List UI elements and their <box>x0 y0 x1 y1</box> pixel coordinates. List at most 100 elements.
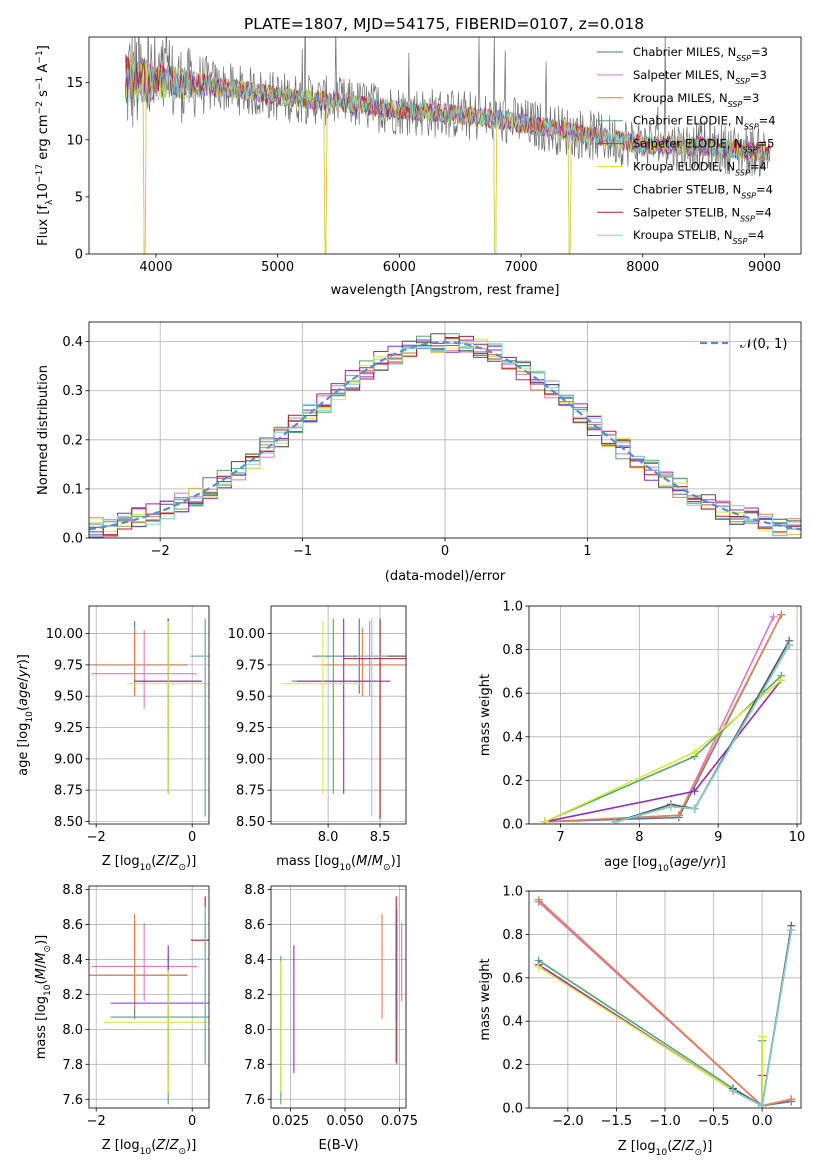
label-part: −2 <box>35 101 45 114</box>
label-part: ⊙ <box>179 863 187 873</box>
label-part: Z <box>169 1138 180 1153</box>
y-tick-label: 7.8 <box>62 1058 83 1073</box>
label-part: =4 <box>747 228 764 242</box>
label-part: Flux [f <box>36 205 51 246</box>
axes-frame: 0.025 0.050 0.075 7.6 7.8 8.0 8.2 8.4 8.6 8.8 E(B-… <box>244 883 418 1153</box>
label-part: =3 <box>750 68 767 82</box>
label-part: age <box>16 682 31 706</box>
grid-lines <box>89 606 209 824</box>
errorbar-point-2 <box>91 922 197 1002</box>
axes-border <box>88 605 210 825</box>
label-part: Salpeter ELODIE, N <box>633 137 743 151</box>
label-part: mass [log <box>276 854 339 869</box>
label-part: Z <box>155 1138 166 1153</box>
label-part: ( <box>16 706 31 711</box>
label-part: =3 <box>742 91 759 105</box>
y-tick-label: 8.6 <box>244 918 265 933</box>
y-tick-label: 8.75 <box>54 784 83 799</box>
weight-line-2 <box>544 616 775 823</box>
x-tick-label: 9000 <box>748 260 781 275</box>
y-tick-label: 0 <box>75 248 83 263</box>
label-part: Chabrier MILES, N <box>633 45 736 59</box>
axes-mass_vs_Z: −2 07.67.88.08.28.48.68.8Z [log10(Z/Z⊙)]m… <box>34 883 210 1157</box>
label-part: Z [log <box>618 1139 656 1154</box>
legend-label: 𝒩(0, 1) <box>740 337 787 352</box>
axes-border <box>88 885 210 1109</box>
label-part: Kroupa MILES, N <box>633 91 728 105</box>
axes-weight_vs_Z: −2.0 −1.5 −1.0 −0.5 0.0 0.0 0.2 0.4 0.6 0.8 1.0 Z [… <box>478 885 802 1158</box>
axes-frame: −2 07.67.88.08.28.48.68.8Z [log10(Z/Z⊙)]m… <box>34 883 210 1157</box>
weight-marker <box>758 1032 767 1041</box>
label-part: =3 <box>751 45 768 59</box>
label-part: Z <box>169 854 180 869</box>
errorbar-point-8 <box>343 621 406 819</box>
plot-area <box>89 606 209 824</box>
y-tick-label: 0.0 <box>62 532 83 547</box>
label-part: λ <box>45 199 55 205</box>
x-tick-label: −1.5 <box>601 1114 633 1129</box>
x-tick-label: 5000 <box>261 260 294 275</box>
x-tick-label: 0.0 <box>752 1114 773 1129</box>
label-part: ( <box>667 1139 672 1154</box>
x-tick-label: 7000 <box>505 260 538 275</box>
axes-frame: −2 −1 0 1 2 0.0 0.1 0.2 0.3 0.4 𝒩(0, 1) (data-model… <box>36 321 802 584</box>
label-part: ( <box>351 854 356 869</box>
label-part: Salpeter STELIB, N <box>633 205 740 219</box>
y-tick-label: 0.0 <box>502 1102 523 1117</box>
label-part: Z <box>685 1139 696 1154</box>
errorbar-point-3 <box>89 913 185 1011</box>
x-axis-label: Z [log10(Z/Z⊙)] <box>618 1139 713 1158</box>
y-axis-label: mass [log10(M/M⊙)] <box>34 935 53 1059</box>
label-part: −17 <box>35 164 45 183</box>
errorbar-point-9 <box>190 618 209 817</box>
x-tick-label: −2 <box>87 1114 106 1129</box>
x-tick-label: 8.0 <box>318 830 339 845</box>
weight-line-4 <box>544 675 782 823</box>
x-tick-label: 0 <box>441 544 449 559</box>
label-part: / <box>367 854 372 869</box>
x-tick-label: −0.5 <box>698 1114 730 1129</box>
y-tick-label: 8.0 <box>244 1023 265 1038</box>
label-part: / <box>16 677 31 682</box>
spectrum-line-5 <box>125 54 770 162</box>
normal-reference-curve <box>89 341 801 531</box>
label-part: ( <box>34 979 49 984</box>
label-part: )] <box>186 854 196 869</box>
label-part: ⊙ <box>43 945 53 953</box>
label-part: mass [log <box>34 996 49 1059</box>
label-part: )] <box>716 855 726 870</box>
y-tick-label: 1.0 <box>502 600 523 615</box>
x-tick-label: 10 <box>789 830 806 845</box>
label-part: A <box>36 64 51 77</box>
x-tick-label: 8 <box>635 830 643 845</box>
weight-marker <box>787 1095 796 1104</box>
label-part: SSP <box>733 237 748 246</box>
label-part: Z [log <box>102 854 140 869</box>
x-tick-label: 0.075 <box>381 1114 418 1129</box>
axes-border <box>528 605 802 825</box>
x-tick-label: 4000 <box>139 260 172 275</box>
label-part: M <box>34 968 49 979</box>
label-part: / <box>165 1138 170 1153</box>
errorbar-point-5 <box>296 618 391 794</box>
label-part: M <box>372 854 383 869</box>
label-part: age <box>674 855 698 870</box>
y-tick-label: 0.4 <box>502 730 523 745</box>
x-tick-label: 8.5 <box>370 830 391 845</box>
label-part: SSP <box>741 191 756 200</box>
label-part: yr <box>702 855 718 870</box>
label-part: )] <box>391 854 401 869</box>
label-part: M <box>356 854 367 869</box>
label-part: 10 <box>140 1147 152 1157</box>
label-part: −1 <box>35 50 45 63</box>
label-part: SSP <box>735 168 750 177</box>
x-tick-label: −1 <box>293 544 312 559</box>
grid-lines <box>271 886 406 1108</box>
weight-marker <box>666 802 675 811</box>
label-part: Chabrier ELODIE, N <box>633 114 744 128</box>
weight-marker <box>611 817 620 824</box>
legend-label: Chabrier MILES, NSSP=3 <box>633 45 768 63</box>
errorbar-point-9 <box>356 618 388 817</box>
weight-marker <box>690 787 699 796</box>
